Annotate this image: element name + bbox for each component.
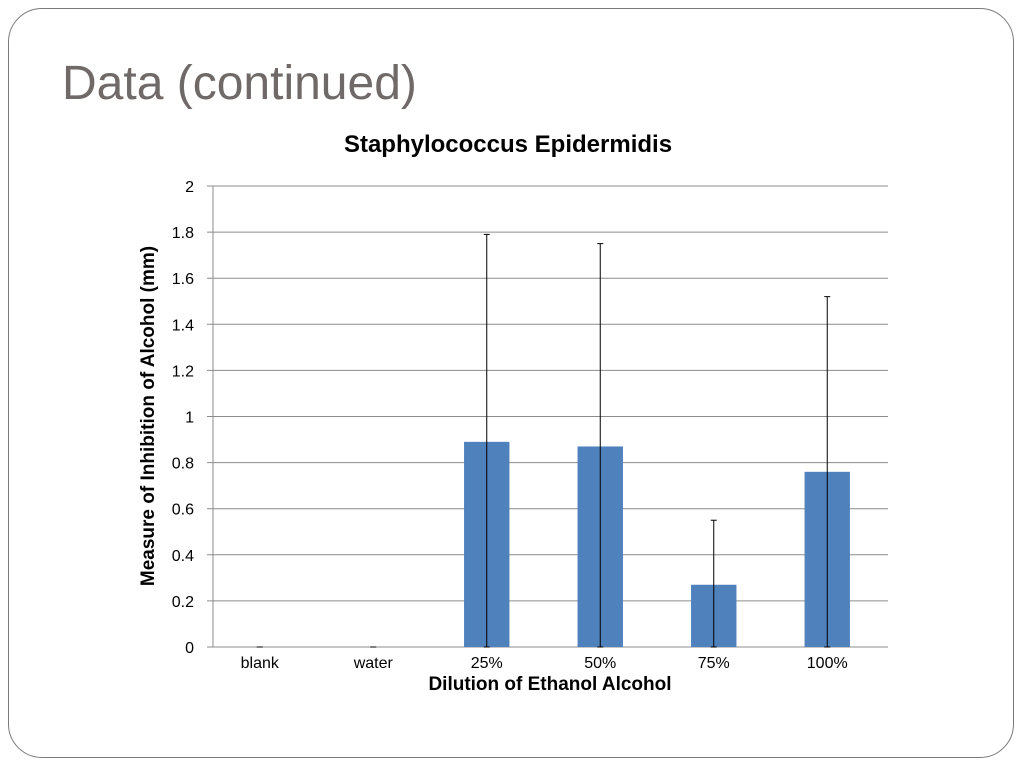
y-tick-label: 1.8 [172,225,194,242]
y-tick-label: 0.2 [172,594,194,611]
x-tick-labels: blank water 25% 50% 75% 100% [241,655,848,672]
y-tick-label: 1.6 [172,271,194,288]
x-tick-label: 50% [584,655,616,672]
slide-title: Data (continued) [62,57,417,110]
y-axis-title: Measure of Inhibition of Alcohol (mm) [138,246,159,586]
y-tick-label: 0.6 [172,502,194,519]
bars-layer [464,441,850,647]
y-tick-label: 1 [185,410,194,427]
y-tick-label: 0 [185,640,194,657]
y-tick-labels: 0 0.2 0.4 0.6 0.8 1 1.2 1.4 1.6 1.8 2 [172,179,194,657]
x-tick-label: 100% [807,655,848,672]
x-axis-title: Dilution of Ethanol Alcohol [428,674,671,695]
x-tick-label: water [353,655,394,672]
x-tick-label: 75% [698,655,730,672]
error-bars-layer [256,233,831,648]
y-tick-label: 2 [185,179,194,196]
y-tick-label: 1.2 [172,363,194,380]
grid-layer [207,185,888,648]
y-tick-label: 1.4 [172,317,194,334]
y-tick-label: 0.4 [172,548,194,565]
x-tick-label: blank [241,655,280,672]
y-tick-label: 0.8 [172,456,194,473]
x-tick-label: 25% [471,655,503,672]
chart-title: Staphylococcus Epidermidis [344,131,672,158]
